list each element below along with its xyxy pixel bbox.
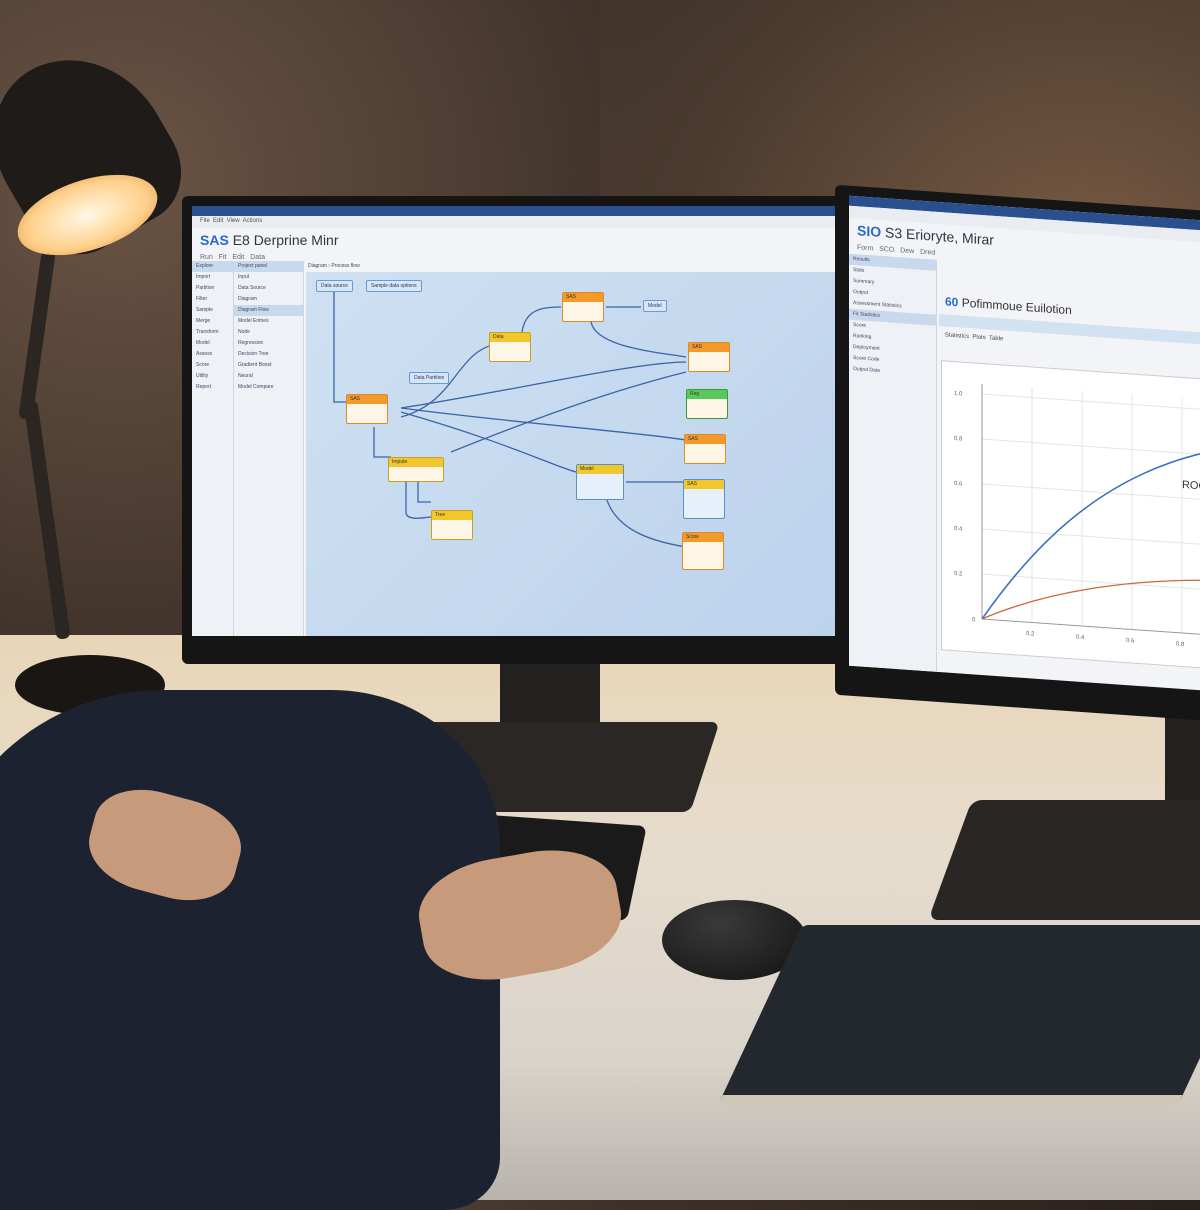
y-tick: 0.6: [954, 481, 963, 488]
right-monitor: SIO S3 Erioryte, Mirar Form SCO Dew Dred…: [835, 184, 1200, 722]
tree-item[interactable]: Node: [238, 329, 250, 335]
app-title: SAS E8 Derprine Minr: [200, 232, 339, 248]
palette-item[interactable]: Explore: [192, 261, 233, 272]
tool-run[interactable]: Run: [200, 254, 213, 261]
person-arm: [0, 690, 500, 1210]
tool-fit[interactable]: Fit: [218, 254, 227, 261]
menu-file[interactable]: File: [200, 218, 210, 224]
flow-node[interactable]: Tree: [431, 510, 473, 540]
y-tick: 0: [972, 617, 976, 623]
palette-item[interactable]: Utility: [196, 373, 209, 379]
flow-node[interactable]: SAS: [683, 479, 725, 519]
palette-item[interactable]: Filter: [196, 296, 208, 302]
toolbar: Run Fit Edit Data: [192, 252, 837, 263]
roc-label: ROC: [1182, 479, 1200, 493]
flow-node[interactable]: SAS: [562, 292, 604, 322]
palette-item[interactable]: Score: [196, 362, 210, 368]
tree-item[interactable]: Input: [238, 274, 250, 280]
roc-baseline-curve: [981, 579, 1200, 620]
x-tick: 0.2: [1026, 631, 1035, 638]
canvas-label[interactable]: Sample data options: [366, 280, 422, 292]
y-tick: 0.2: [954, 571, 963, 578]
tab-statistics[interactable]: Statistics: [945, 332, 970, 341]
tree-item[interactable]: Project panel: [234, 261, 303, 272]
tool-button[interactable]: Dred: [920, 248, 936, 257]
menu-view[interactable]: View: [226, 218, 240, 224]
flow-node[interactable]: Impute: [388, 457, 444, 482]
menu-actions[interactable]: Actions: [242, 218, 263, 224]
roc-chart: 1.0 0.8 0.6 0.4 0.2 0 0.2 0.4 0.6 0.8 RO…: [941, 360, 1200, 670]
menu-edit[interactable]: Edit: [213, 218, 224, 224]
canvas-label[interactable]: Data Partition: [409, 372, 450, 384]
flow-node[interactable]: SAS: [684, 434, 726, 464]
notebook: [718, 925, 1200, 1105]
tab-plots[interactable]: Plots: [972, 334, 986, 342]
menu-bar: File Edit View Actions: [192, 216, 837, 228]
tool-data[interactable]: Data: [250, 254, 266, 261]
enterprise-miner-window: File Edit View Actions SAS E8 Derprine M…: [192, 206, 837, 636]
tree-item[interactable]: Decision Tree: [238, 351, 269, 357]
tree-item[interactable]: Neural: [238, 373, 253, 379]
palette-item[interactable]: Transform: [196, 329, 219, 335]
tool-button[interactable]: Form: [857, 244, 874, 253]
tree-item[interactable]: Gradient Boost: [238, 362, 272, 368]
roc-plot: 1.0 0.8 0.6 0.4 0.2 0 0.2 0.4 0.6 0.8 RO…: [954, 383, 1200, 649]
tree-item[interactable]: Model Compare: [238, 384, 274, 390]
tree-item[interactable]: Diagram Flow: [234, 305, 303, 316]
flow-node[interactable]: SAS: [346, 394, 388, 424]
tool-edit[interactable]: Edit: [232, 254, 245, 261]
process-flow-canvas[interactable]: Data source Sample data options Data Par…: [306, 272, 837, 636]
palette-item[interactable]: Assess: [196, 351, 213, 357]
tool-button[interactable]: SCO: [879, 245, 895, 254]
project-tree: Project panel Input Data Source Diagram …: [234, 261, 304, 636]
y-tick: 0.8: [954, 436, 963, 443]
roc-model-curve: [981, 449, 1200, 620]
tree-item[interactable]: Model Entries: [238, 318, 269, 324]
flow-node[interactable]: Model: [576, 464, 624, 500]
flow-connectors: [333, 292, 687, 548]
y-tick: 0.4: [954, 526, 963, 533]
right-monitor-base: [928, 800, 1200, 920]
section-title: 60 Pofimmoue Euilotion: [945, 294, 1072, 318]
result-tabs: Statistics Plots Table: [945, 332, 1003, 342]
palette-item[interactable]: Import: [196, 274, 211, 280]
x-tick: 0.6: [1126, 638, 1135, 645]
y-tick: 1.0: [954, 391, 963, 398]
tree-item[interactable]: Data Source: [238, 285, 266, 291]
flow-node[interactable]: SAS: [688, 342, 730, 372]
palette-item[interactable]: Merge: [196, 318, 211, 324]
flow-node[interactable]: Score: [682, 532, 724, 570]
palette-item[interactable]: Model: [196, 340, 210, 346]
palette-item[interactable]: Partition: [196, 285, 215, 291]
tree-item[interactable]: Regression: [238, 340, 264, 346]
x-tick: 0.4: [1076, 635, 1085, 642]
tree-item[interactable]: Diagram: [238, 296, 257, 302]
flow-node[interactable]: Data: [489, 332, 531, 362]
canvas-breadcrumb: Diagram › Process flow: [308, 263, 360, 269]
left-monitor: File Edit View Actions SAS E8 Derprine M…: [182, 196, 852, 664]
tool-button[interactable]: Dew: [900, 247, 915, 256]
palette-item[interactable]: Report: [196, 384, 212, 390]
x-tick: 0.8: [1176, 642, 1185, 649]
model-assessment-window: SIO S3 Erioryte, Mirar Form SCO Dew Dred…: [849, 195, 1200, 692]
canvas-label[interactable]: Model: [643, 300, 667, 312]
palette-item[interactable]: Sample: [196, 307, 213, 313]
title-bar: [192, 206, 837, 216]
tab-table[interactable]: Table: [988, 335, 1004, 343]
canvas-label[interactable]: Data source: [316, 280, 353, 292]
results-sidebar: Results Stats Summary Output Assessment …: [849, 253, 937, 672]
node-palette: Explore Import Partition Filter Sample M…: [192, 261, 234, 636]
flow-node[interactable]: Reg: [686, 389, 728, 419]
